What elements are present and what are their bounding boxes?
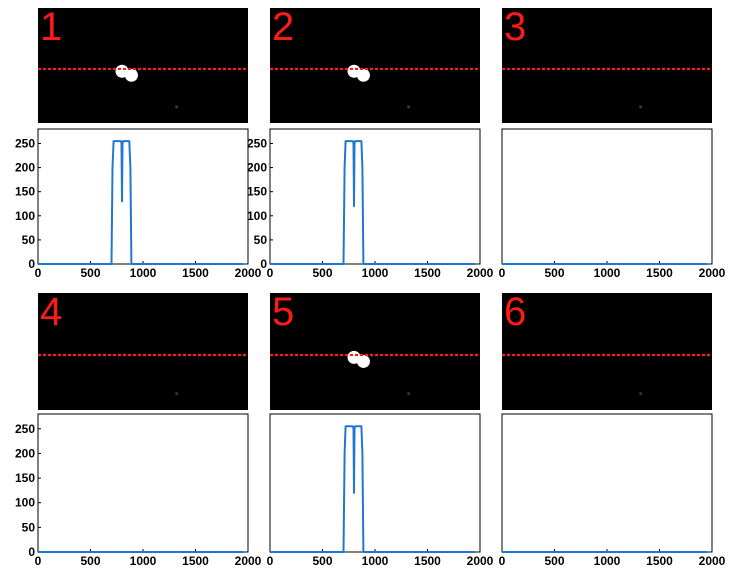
camera-frame: 4	[38, 290, 248, 410]
panel-number-label: 5	[272, 290, 294, 334]
panel-2: 2 0 500 1000 1500 2000 0 50 100 150 200 250	[247, 5, 494, 280]
x-tick-label: 0	[35, 554, 42, 568]
x-tick-label: 500	[312, 554, 332, 568]
camera-image	[502, 8, 712, 123]
y-tick-label: 200	[247, 161, 267, 175]
panel-number-label: 3	[504, 5, 526, 49]
x-tick-label: 1000	[594, 554, 621, 568]
x-tick-label: 1000	[130, 266, 157, 280]
panel-number-label: 6	[504, 290, 526, 334]
x-tick-label: 1000	[130, 554, 157, 568]
y-tick-label: 200	[15, 161, 35, 175]
x-tick-label: 2000	[235, 266, 262, 280]
intensity-line	[38, 140, 243, 265]
x-tick-label: 1500	[182, 554, 209, 568]
y-tick-label: 250	[15, 422, 35, 436]
y-tick-label: 0	[260, 257, 267, 271]
y-tick-label: 250	[247, 136, 267, 150]
y-tick-label: 150	[15, 471, 35, 485]
panel-4: 4 0 500 1000 1500 2000 0 50 100 150 200 250	[15, 290, 262, 568]
x-tick-label: 1500	[414, 554, 441, 568]
panel-number-label: 1	[40, 5, 62, 49]
x-tick-label: 0	[267, 266, 274, 280]
x-tick-label: 2000	[235, 554, 262, 568]
plot-frame	[501, 128, 713, 265]
y-tick-label: 0	[28, 545, 35, 559]
y-tick-label: 100	[15, 496, 35, 510]
x-tick-label: 1000	[362, 266, 389, 280]
panel-1: 1 0 500 1000 1500 2000 0 50 100 150 200 250	[15, 5, 262, 280]
x-tick-label: 0	[499, 554, 506, 568]
y-tick-label: 50	[22, 233, 36, 247]
dust-speck	[175, 392, 179, 396]
y-tick-label: 150	[247, 185, 267, 199]
camera-image	[270, 293, 480, 410]
intensity-line	[270, 140, 475, 265]
plot-frame	[269, 128, 481, 265]
x-tick-label: 1500	[182, 266, 209, 280]
y-tick-label: 100	[15, 209, 35, 223]
x-tick-label: 0	[267, 554, 274, 568]
x-tick-label: 1000	[362, 554, 389, 568]
camera-image	[38, 8, 248, 123]
y-tick-label: 50	[22, 520, 36, 534]
profile-plot: 0 500 1000 1500 2000 0 50 100 150 200 250	[15, 413, 262, 568]
x-tick-label: 500	[80, 266, 100, 280]
y-tick-label: 200	[15, 446, 35, 460]
sphere-right	[356, 68, 370, 82]
y-tick-label: 250	[15, 136, 35, 150]
x-tick-label: 2000	[699, 554, 726, 568]
sphere-right	[124, 68, 138, 82]
camera-frame: 3	[502, 5, 712, 123]
dust-speck	[639, 105, 643, 109]
plot-frame	[269, 413, 481, 553]
panel-5: 5 0 500 1000 1500 2000	[267, 290, 494, 568]
panel-number-label: 4	[40, 290, 62, 334]
x-tick-label: 1500	[646, 554, 673, 568]
x-tick-label: 2000	[467, 554, 494, 568]
profile-plot: 0 500 1000 1500 2000 0 50 100 150 200 250	[247, 128, 494, 280]
x-tick-label: 0	[35, 266, 42, 280]
x-tick-label: 2000	[699, 266, 726, 280]
camera-frame: 5	[270, 290, 480, 410]
plot-frame	[37, 128, 249, 265]
dust-speck	[175, 105, 179, 109]
y-tick-label: 150	[15, 185, 35, 199]
x-tick-label: 500	[544, 554, 564, 568]
camera-image	[38, 293, 248, 410]
camera-frame: 2	[270, 5, 480, 123]
panel-6: 6 0 500 1000 1500 2000	[499, 290, 726, 568]
camera-frame: 6	[502, 290, 712, 410]
sphere-right	[356, 354, 370, 368]
intensity-line	[270, 425, 475, 553]
panel-3: 3 0 500 1000 1500 2000	[499, 5, 726, 280]
x-tick-label: 500	[80, 554, 100, 568]
plot-frame	[37, 413, 249, 553]
camera-frame: 1	[38, 5, 248, 123]
y-tick-label: 0	[28, 257, 35, 271]
x-tick-label: 500	[544, 266, 564, 280]
profile-plot: 0 500 1000 1500 2000	[499, 413, 726, 568]
x-tick-label: 1500	[646, 266, 673, 280]
panel-number-label: 2	[272, 5, 294, 49]
x-tick-label: 1500	[414, 266, 441, 280]
profile-plot: 0 500 1000 1500 2000	[499, 128, 726, 280]
profile-plot: 0 500 1000 1500 2000 0 50 100 150 200 250	[15, 128, 262, 280]
y-tick-label: 50	[254, 233, 268, 247]
camera-image	[502, 293, 712, 410]
camera-image	[270, 8, 480, 123]
dust-speck	[639, 392, 643, 396]
x-tick-label: 1000	[594, 266, 621, 280]
y-tick-label: 100	[247, 209, 267, 223]
dust-speck	[407, 105, 411, 109]
profile-plot: 0 500 1000 1500 2000	[267, 413, 494, 568]
dust-speck	[407, 392, 411, 396]
x-tick-label: 500	[312, 266, 332, 280]
plot-frame	[501, 413, 713, 553]
x-tick-label: 2000	[467, 266, 494, 280]
x-tick-label: 0	[499, 266, 506, 280]
